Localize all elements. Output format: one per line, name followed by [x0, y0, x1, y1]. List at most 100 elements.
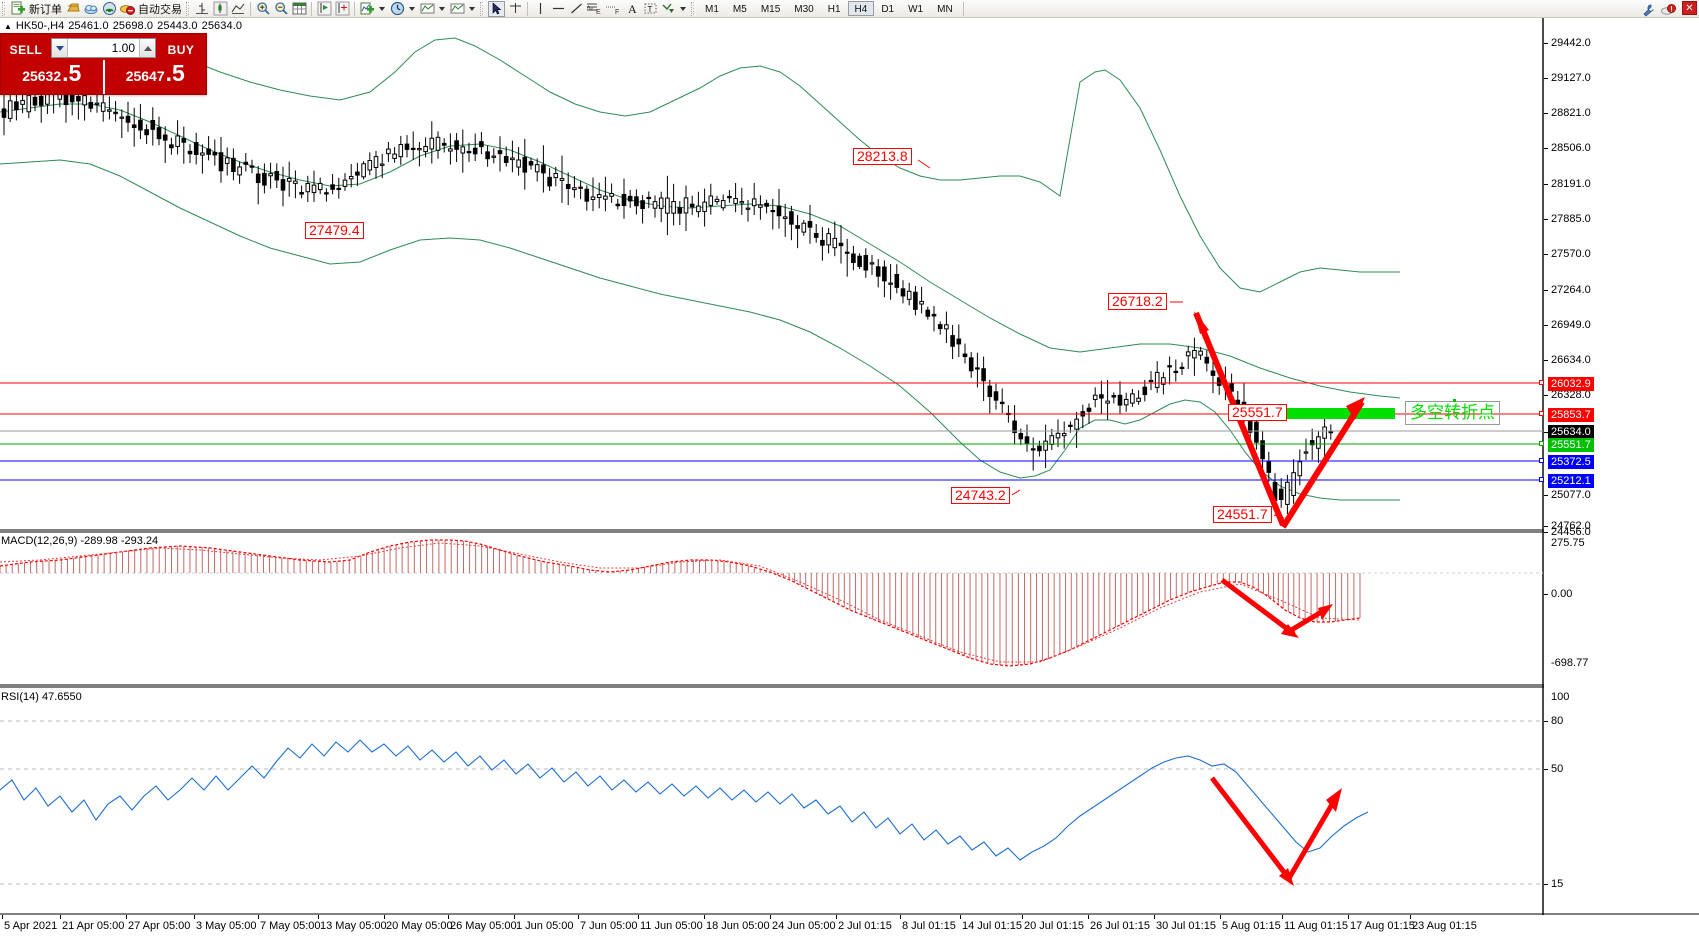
timeframe-m5[interactable]: M5: [732, 4, 747, 15]
timeframe-d1[interactable]: D1: [881, 4, 895, 15]
channel-icon[interactable]: F: [605, 1, 622, 17]
vertical-line-icon[interactable]: [532, 1, 548, 17]
gold-bar-icon[interactable]: [65, 1, 81, 17]
candlestick-chart-icon[interactable]: [212, 1, 228, 17]
alert-icon[interactable]: [1660, 2, 1676, 18]
indicators-icon[interactable]: [359, 1, 375, 17]
trade-panel-divider: [102, 60, 105, 94]
annotation-25551[interactable]: 25551.7: [1228, 404, 1287, 421]
shapes-chevron-down-icon[interactable]: [680, 6, 686, 11]
templates2-icon[interactable]: [449, 1, 465, 17]
price-axis-tick: [1544, 495, 1548, 496]
candle-body: [45, 93, 50, 105]
new-order-label[interactable]: 新订单: [29, 3, 62, 16]
toolbar-grip-3[interactable]: [480, 1, 485, 16]
horizontal-line-icon[interactable]: [550, 1, 566, 17]
volume-increment-icon[interactable]: [139, 39, 155, 57]
chinese-note-turning-point[interactable]: 多空转折点: [1405, 399, 1500, 425]
buy-button[interactable]: BUY: [167, 42, 195, 57]
templates-icon[interactable]: [419, 1, 435, 17]
annotation-28213[interactable]: 28213.8: [853, 148, 912, 165]
one-click-trade-panel[interactable]: SELL 1.00 BUY 25632 .5 25647 .5: [0, 33, 207, 95]
annotation-24743[interactable]: 24743.2: [951, 487, 1010, 504]
candle-body: [1309, 440, 1315, 446]
level-label-25634-current[interactable]: 25634.0: [1548, 425, 1594, 439]
level-label-25853[interactable]: 25853.7: [1548, 408, 1594, 422]
period-chevron-down-icon[interactable]: [409, 6, 415, 11]
candle-body: [869, 262, 875, 265]
grid-icon[interactable]: [291, 1, 307, 17]
candle-body: [758, 204, 763, 208]
rsi-down-arrow[interactable]: [1210, 776, 1292, 882]
crosshair-icon[interactable]: [507, 1, 523, 17]
support-zone-highlight[interactable]: [1228, 408, 1395, 419]
text-icon[interactable]: A: [624, 1, 640, 17]
period-icon[interactable]: [389, 1, 405, 17]
line-chart-icon[interactable]: [230, 1, 246, 17]
toolbar-grip[interactable]: [2, 1, 7, 16]
level-label-26032[interactable]: 26032.9: [1548, 377, 1594, 391]
close-icon[interactable]: ✕: [1682, 1, 1697, 15]
templates2-chevron-down-icon[interactable]: [469, 6, 475, 11]
time-axis-tick: [448, 915, 449, 919]
fibonacci-icon[interactable]: ∿ E: [586, 1, 603, 17]
annotation-26718[interactable]: 26718.2: [1108, 293, 1167, 310]
sell-price[interactable]: 25632 .5: [1, 60, 103, 94]
macd-down-arrow[interactable]: [1220, 578, 1296, 636]
shift-end-icon[interactable]: [316, 1, 332, 17]
rsi-down-arrow-head-icon: [1279, 868, 1294, 886]
annotation-24551[interactable]: 24551.7: [1213, 506, 1272, 523]
candle-body: [410, 147, 416, 151]
buy-price[interactable]: 25647 .5: [105, 60, 207, 94]
time-axis-tick: [704, 915, 705, 919]
zoom-in-icon[interactable]: [255, 1, 271, 17]
level-label-25212[interactable]: 25212.1: [1548, 474, 1594, 488]
candle-body: [627, 195, 633, 202]
timeframe-w1[interactable]: W1: [908, 4, 924, 15]
candle-body: [665, 197, 670, 214]
auto-trading-icon[interactable]: [119, 1, 135, 17]
templates-chevron-down-icon[interactable]: [439, 6, 445, 11]
volume-input[interactable]: 1.00: [68, 39, 139, 57]
label-icon[interactable]: T: [642, 1, 658, 17]
new-order-icon[interactable]: [10, 1, 26, 17]
time-axis-label: 23 Aug 01:15: [1412, 920, 1477, 932]
level-handle-25212[interactable]: [1539, 477, 1544, 482]
level-handle-25853[interactable]: [1539, 411, 1544, 416]
radar-icon[interactable]: [101, 1, 117, 17]
candle-body: [162, 134, 168, 141]
wrench-icon[interactable]: [1640, 2, 1656, 18]
timeframe-h4[interactable]: H4: [847, 1, 875, 16]
candle-body: [1278, 488, 1284, 501]
rsi-up-arrow[interactable]: [1285, 792, 1341, 882]
bar-chart-icon[interactable]: [194, 1, 210, 17]
level-handle-25372[interactable]: [1539, 458, 1544, 463]
annotation-27479[interactable]: 27479.4: [305, 222, 364, 239]
level-handle-26032[interactable]: [1539, 380, 1544, 385]
level-label-25372[interactable]: 25372.5: [1548, 455, 1594, 469]
sell-button[interactable]: SELL: [9, 42, 43, 57]
timeframe-m15[interactable]: M15: [760, 4, 781, 15]
auto-trading-label[interactable]: 自动交易: [138, 3, 182, 16]
timeframe-mn[interactable]: MN: [937, 4, 953, 15]
toolbar-grip-4[interactable]: [691, 1, 696, 16]
timeframe-m30[interactable]: M30: [794, 4, 814, 15]
cursor-icon[interactable]: [488, 0, 505, 17]
level-handle-25551[interactable]: [1539, 441, 1544, 446]
shapes-icon[interactable]: [660, 1, 676, 17]
auto-scroll-icon[interactable]: [334, 1, 350, 17]
candle-body: [621, 193, 627, 207]
up-trend-arrow[interactable]: [1280, 400, 1365, 529]
cloud-icon[interactable]: [83, 1, 99, 17]
level-label-25551[interactable]: 25551.7: [1548, 438, 1594, 452]
volume-stepper[interactable]: 1.00: [51, 38, 156, 58]
candle-body: [1291, 472, 1296, 496]
volume-decrement-icon[interactable]: [52, 39, 68, 57]
trendline-icon[interactable]: [568, 1, 584, 17]
timeframe-h1[interactable]: H1: [827, 4, 841, 15]
zoom-out-icon[interactable]: [273, 1, 289, 17]
timeframe-m1[interactable]: M1: [705, 4, 719, 15]
toolbar-grip-2[interactable]: [186, 1, 191, 16]
indicators-chevron-down-icon[interactable]: [379, 6, 385, 11]
